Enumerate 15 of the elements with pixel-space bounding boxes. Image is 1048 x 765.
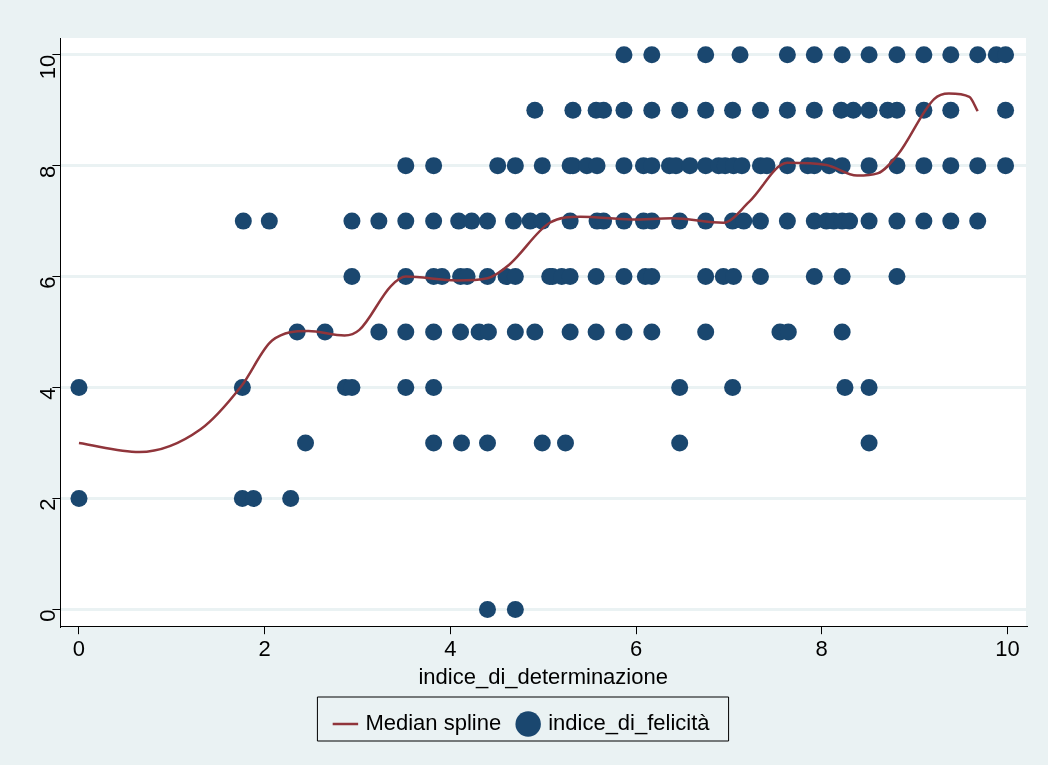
- y-tick-label: 8: [35, 165, 61, 178]
- x-tick-label: 0: [72, 636, 86, 662]
- y-tick-label: 0: [35, 609, 61, 622]
- y-tick-label: 2: [35, 498, 61, 511]
- y-tick-label: 6: [35, 276, 61, 289]
- legend-label: indice_di_felicità: [548, 710, 711, 736]
- x-tick-label: 10: [995, 636, 1020, 662]
- y-tick-label: 4: [35, 387, 61, 400]
- x-tick-label: 4: [444, 636, 457, 662]
- legend-label: Median spline: [365, 710, 502, 736]
- x-tick-label: 6: [629, 636, 643, 662]
- x-tick-label: 8: [815, 636, 828, 662]
- x-axis-title: indice_di_determinazione: [418, 663, 668, 689]
- x-tick-label: 2: [258, 636, 271, 662]
- y-tick-label: 10: [35, 54, 61, 80]
